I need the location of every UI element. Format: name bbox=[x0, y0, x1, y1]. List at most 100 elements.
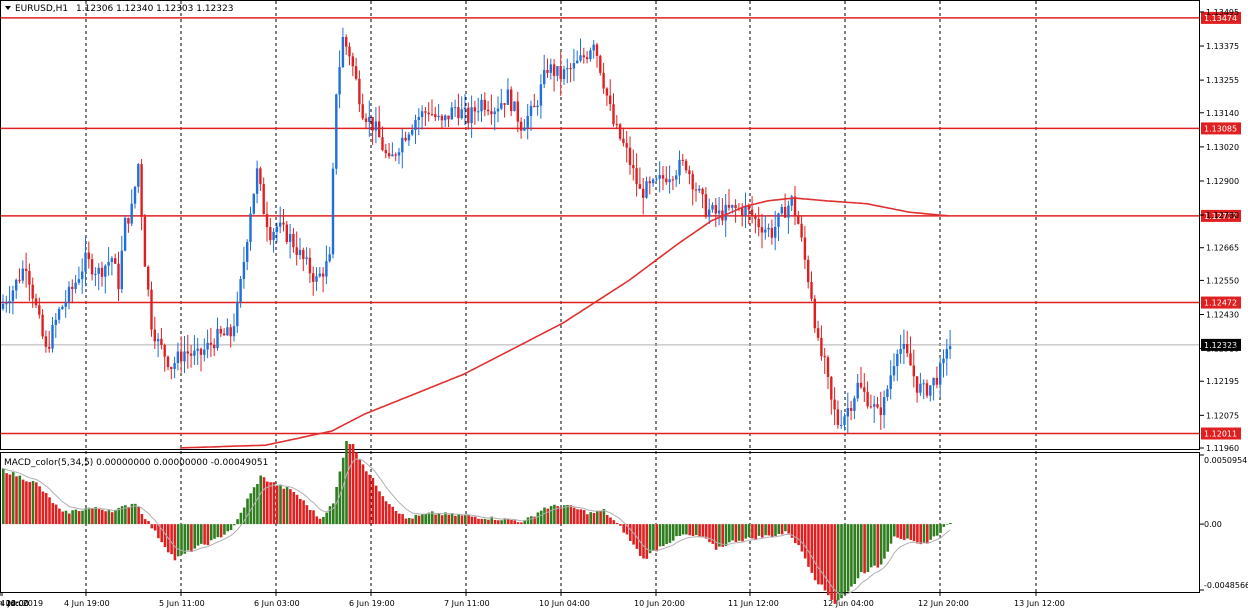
candle-body bbox=[170, 367, 173, 369]
macd-bar bbox=[338, 471, 342, 525]
macd-bar bbox=[318, 518, 322, 525]
candle-body bbox=[213, 344, 216, 349]
macd-bar bbox=[780, 524, 784, 535]
macd-bar bbox=[328, 506, 332, 525]
macd-panel[interactable] bbox=[2, 440, 952, 604]
macd-bar bbox=[510, 520, 513, 525]
candle-body bbox=[341, 36, 345, 68]
candle-body bbox=[675, 175, 678, 180]
macd-tick-label: 0.00 bbox=[1204, 520, 1222, 529]
macd-bar bbox=[747, 524, 751, 538]
candle-body bbox=[189, 353, 193, 356]
x-tick-label: 4 Jun 19:00 bbox=[64, 599, 110, 608]
candle-body bbox=[866, 391, 869, 407]
candle-body bbox=[480, 99, 483, 112]
macd-bar bbox=[718, 524, 721, 547]
candle-body bbox=[272, 231, 275, 241]
candle-body bbox=[787, 205, 790, 218]
candle-body bbox=[94, 273, 97, 275]
y-tick-label: 1.12310 bbox=[1206, 345, 1239, 354]
macd-bar bbox=[879, 524, 883, 565]
macd-bar bbox=[282, 488, 286, 525]
candle-body bbox=[239, 279, 242, 302]
macd-bar bbox=[533, 516, 536, 525]
macd-bar bbox=[160, 524, 163, 543]
y-tick-label: 1.12900 bbox=[1206, 177, 1239, 186]
macd-bar bbox=[206, 524, 210, 546]
candle-body bbox=[209, 342, 213, 345]
macd-bar bbox=[711, 524, 715, 544]
macd-bar bbox=[417, 515, 421, 525]
macd-bar bbox=[526, 517, 530, 525]
macd-bar bbox=[219, 524, 223, 538]
macd-bar bbox=[497, 520, 500, 525]
candle-body bbox=[440, 115, 444, 121]
macd-bar bbox=[619, 524, 622, 526]
candle-body bbox=[160, 338, 163, 345]
candle-body bbox=[34, 298, 38, 306]
candle-body bbox=[803, 237, 807, 260]
macd-bar bbox=[35, 482, 38, 525]
candle-body bbox=[173, 363, 176, 369]
candle-body bbox=[21, 268, 24, 281]
macd-bar bbox=[553, 504, 556, 525]
level-label: 1.12472 bbox=[1204, 299, 1237, 308]
macd-bar bbox=[450, 513, 454, 525]
candle-body bbox=[127, 217, 130, 224]
level-label: 1.13474 bbox=[1204, 14, 1237, 23]
macd-bar bbox=[790, 524, 794, 538]
macd-bar bbox=[87, 507, 91, 525]
candle-body bbox=[140, 164, 143, 217]
macd-bar bbox=[932, 524, 936, 537]
candle-body bbox=[374, 121, 378, 131]
candle-body bbox=[757, 218, 760, 228]
macd-bar bbox=[530, 516, 533, 525]
candle-body bbox=[533, 105, 536, 108]
candle-body bbox=[665, 178, 668, 183]
macd-bar bbox=[652, 524, 655, 551]
candles bbox=[1, 27, 952, 433]
candle-body bbox=[552, 64, 556, 76]
macd-bar bbox=[906, 524, 909, 539]
macd-bar bbox=[361, 464, 365, 525]
macd-bar bbox=[543, 507, 546, 525]
candle-body bbox=[876, 404, 879, 408]
candle-body bbox=[609, 95, 612, 105]
candle-body bbox=[90, 259, 94, 275]
candle-body bbox=[364, 118, 368, 122]
vertical-grid bbox=[85, 1, 1037, 592]
macd-tick-label: 0.0050954 bbox=[1204, 456, 1247, 465]
macd-bar bbox=[180, 524, 183, 555]
macd-bar bbox=[638, 524, 642, 556]
candle-body bbox=[120, 250, 123, 290]
price-panel[interactable] bbox=[0, 17, 1200, 449]
candle-body bbox=[523, 127, 526, 131]
candle-body bbox=[298, 249, 302, 255]
collapse-arrow-icon[interactable] bbox=[5, 6, 11, 10]
candle-body bbox=[391, 154, 394, 157]
candle-body bbox=[255, 168, 259, 194]
candle-body bbox=[97, 267, 100, 274]
x-tick-label: 10 Jun 20:00 bbox=[634, 599, 685, 608]
candle-body bbox=[701, 188, 704, 195]
candle-body bbox=[589, 50, 592, 60]
x-tick-label: 17 Jun 13:00 bbox=[0, 599, 29, 608]
candle-body bbox=[473, 107, 477, 112]
candle-body bbox=[915, 376, 919, 393]
candle-body bbox=[909, 353, 912, 366]
macd-bar bbox=[467, 515, 470, 525]
macd-bar bbox=[797, 524, 800, 546]
macd-bar bbox=[256, 484, 259, 525]
candle-body bbox=[285, 224, 288, 242]
candle-body bbox=[11, 290, 15, 302]
candle-body bbox=[133, 186, 137, 204]
macd-bar bbox=[94, 506, 97, 525]
macd-bar bbox=[226, 524, 229, 532]
macd-bar bbox=[549, 506, 553, 525]
candle-body bbox=[288, 233, 292, 242]
candle-body bbox=[899, 348, 902, 354]
macd-bar bbox=[675, 524, 678, 537]
macd-bar bbox=[688, 524, 691, 536]
